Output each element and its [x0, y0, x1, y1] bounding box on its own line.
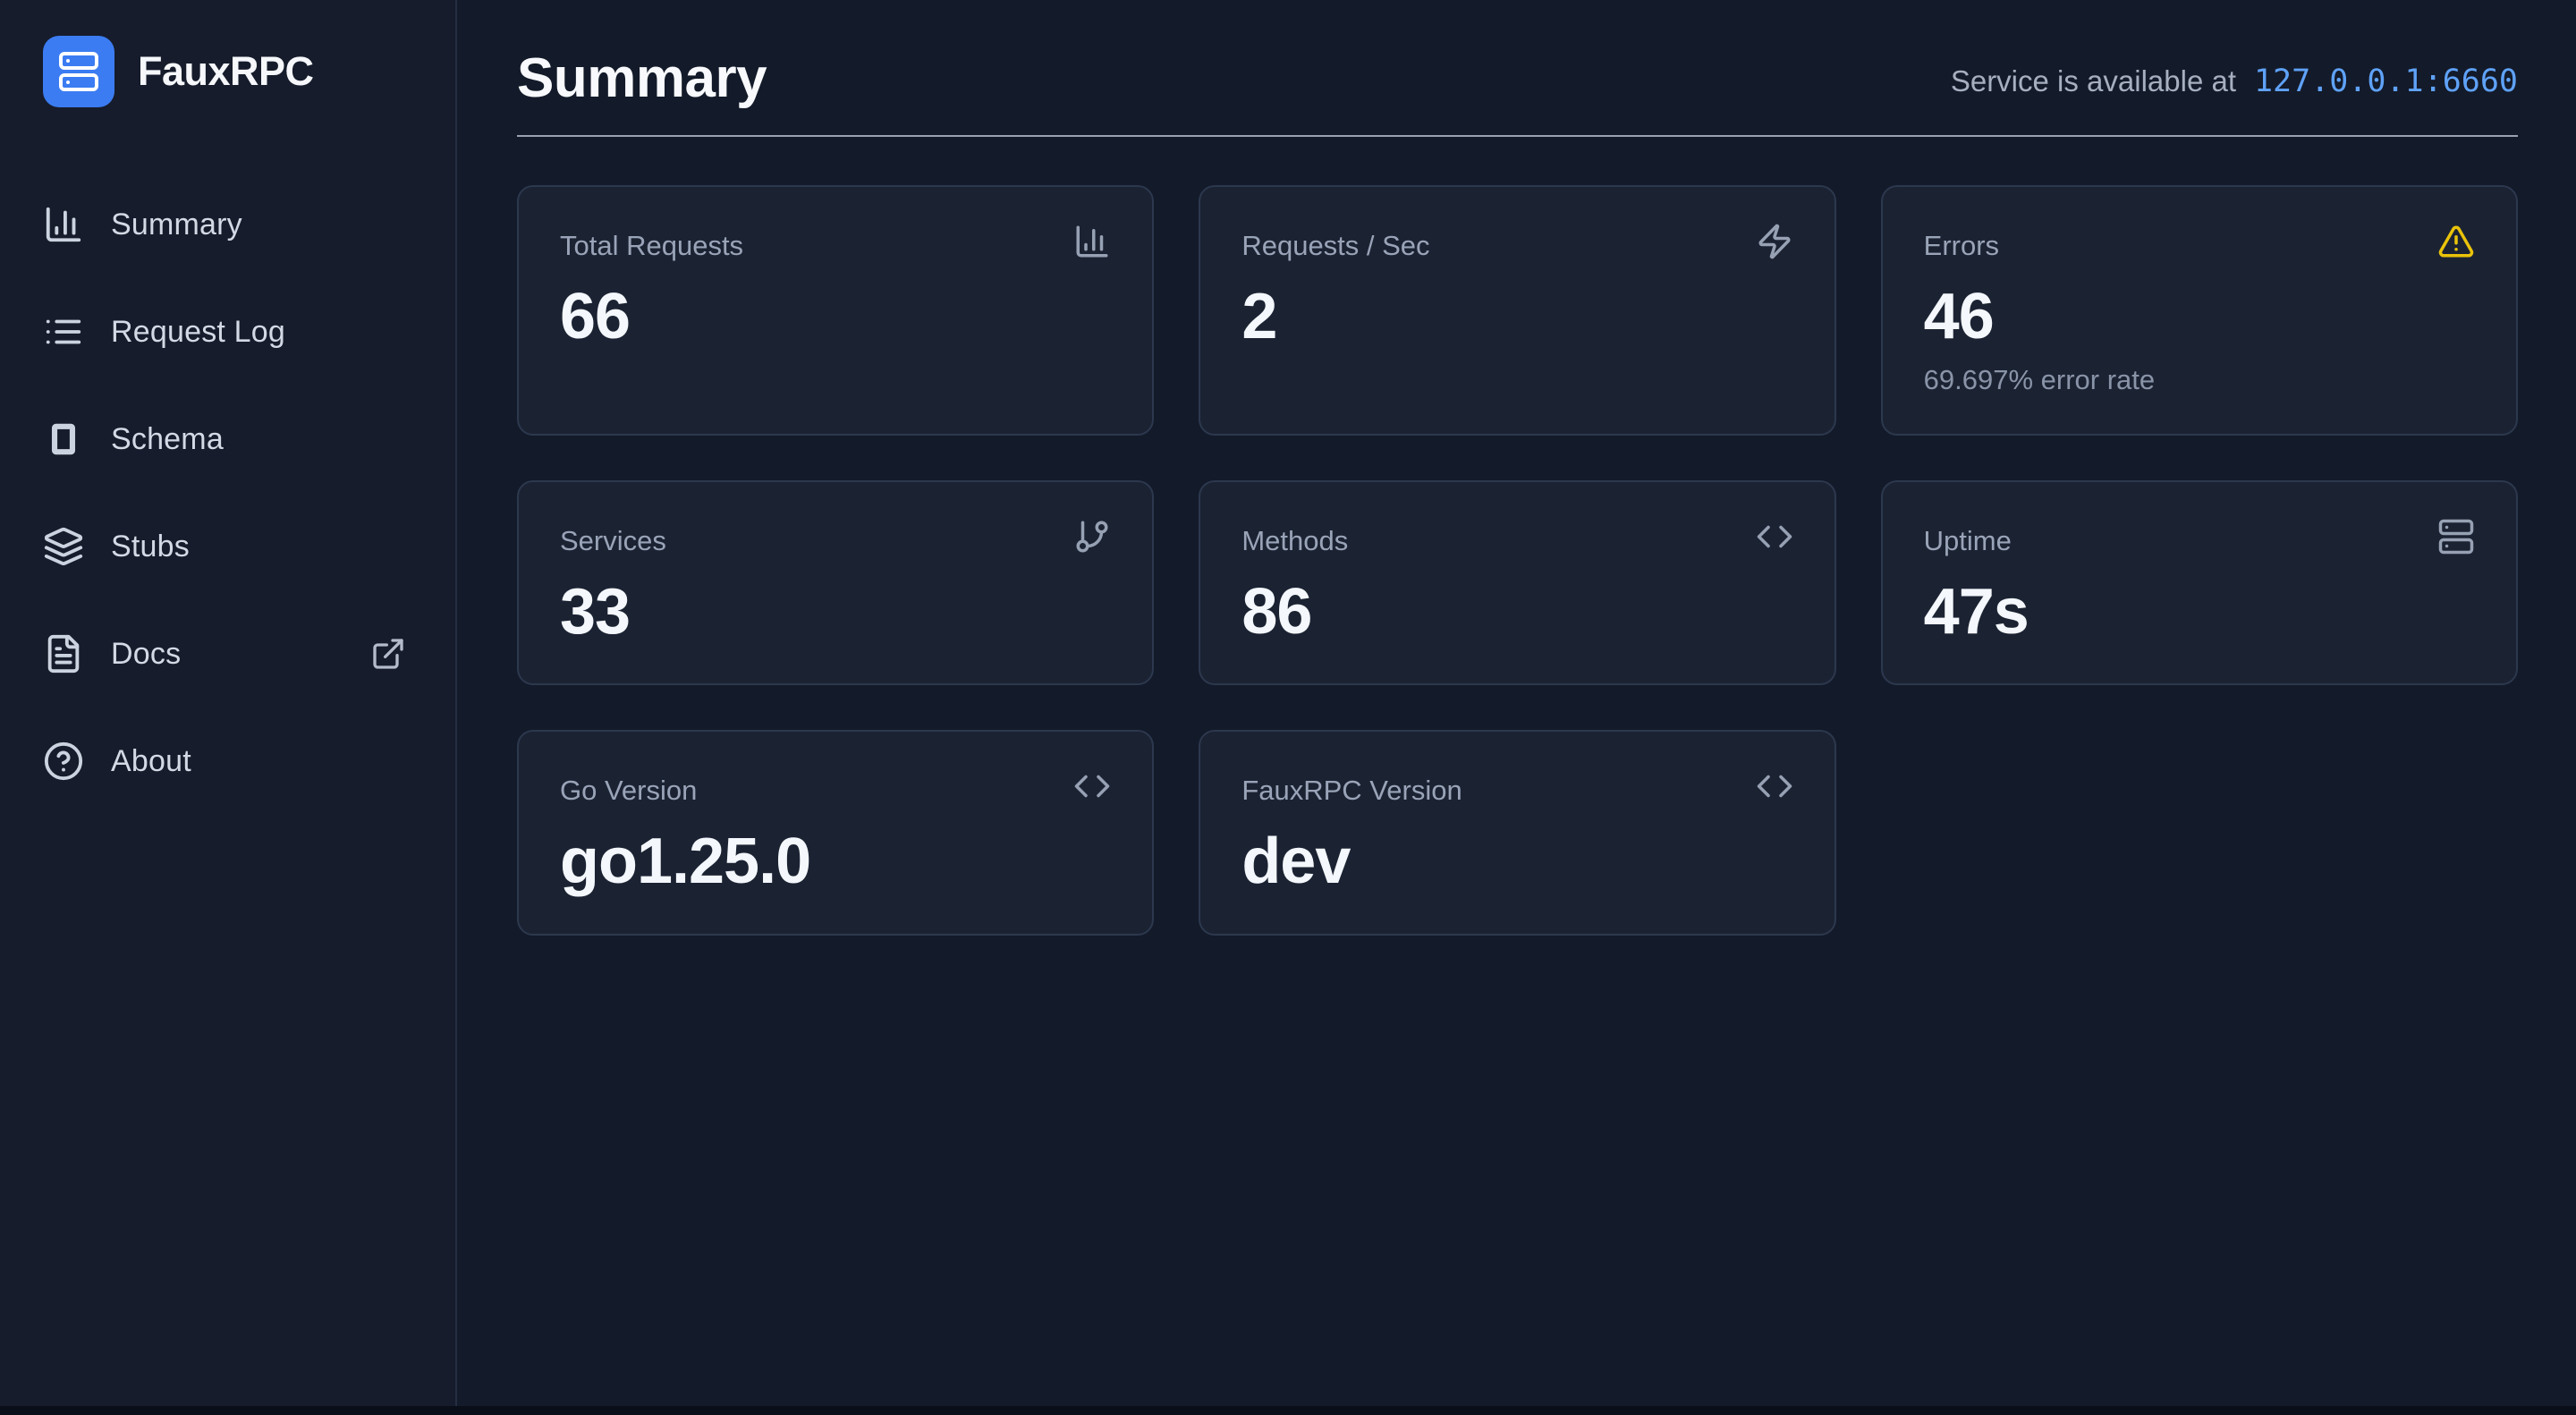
- card-methods: Methods 86: [1199, 479, 1836, 686]
- page-title: Summary: [517, 47, 767, 109]
- sidebar-item-label: Request Log: [111, 314, 286, 349]
- card-value: 46: [1923, 281, 1995, 352]
- sidebar-item-schema[interactable]: Schema: [43, 411, 406, 467]
- card-value: 47s: [1923, 575, 2029, 648]
- card-label: Total Requests: [560, 230, 744, 261]
- stats-grid: Total Requests 66 Requests / Sec 2 Error…: [517, 185, 2518, 936]
- card-fauxrpc-version: FauxRPC Version dev: [1199, 730, 1836, 936]
- sidebar-item-label: Summary: [111, 207, 242, 241]
- brand-name: FauxRPC: [138, 48, 314, 94]
- sidebar-item-label: Stubs: [111, 529, 190, 563]
- service-address-link[interactable]: 127.0.0.1:6660: [2253, 64, 2518, 99]
- sidebar-item-label: Schema: [111, 421, 224, 456]
- service-status: Service is available at 127.0.0.1:6660: [1951, 64, 2518, 110]
- card-value: 86: [1241, 575, 1312, 648]
- sidebar-item-summary[interactable]: Summary: [43, 197, 406, 252]
- card-uptime: Uptime 47s: [1880, 479, 2518, 686]
- window-bottom-edge: [0, 1406, 2576, 1415]
- fauxrpc-logo-icon: [43, 36, 114, 107]
- file-text-icon: [43, 633, 84, 674]
- card-label: Requests / Sec: [1241, 230, 1430, 261]
- card-label: Methods: [1241, 524, 1349, 556]
- zap-icon: [1756, 223, 1793, 260]
- sidebar: FauxRPC Summary Request Log Schema: [0, 0, 457, 1415]
- card-value: 33: [560, 575, 631, 648]
- frame-icon: [43, 419, 84, 460]
- server-icon: [2437, 518, 2475, 555]
- card-total-requests: Total Requests 66: [517, 185, 1155, 436]
- main-content: Summary Service is available at 127.0.0.…: [457, 0, 2576, 1415]
- card-label: Uptime: [1923, 524, 2012, 556]
- help-circle-icon: [43, 741, 84, 782]
- status-text: Service is available at: [1950, 64, 2236, 97]
- triangle-alert-icon: [2437, 223, 2475, 260]
- card-label: FauxRPC Version: [1241, 775, 1462, 807]
- code-icon: [1073, 767, 1111, 805]
- sidebar-item-stubs[interactable]: Stubs: [43, 519, 406, 574]
- sidebar-nav: Summary Request Log Schema Stubs: [43, 197, 406, 841]
- git-branch-icon: [1073, 518, 1111, 555]
- card-value: 2: [1241, 281, 1277, 352]
- sidebar-item-request-log[interactable]: Request Log: [43, 304, 406, 360]
- error-rate-subtext: 69.697% error rate: [1923, 363, 2156, 395]
- card-go-version: Go Version go1.25.0: [517, 730, 1155, 936]
- chart-column-icon: [43, 204, 84, 245]
- code-icon: [1756, 518, 1793, 555]
- code-icon: [1756, 767, 1793, 805]
- sidebar-item-about[interactable]: About: [43, 733, 406, 789]
- brand[interactable]: FauxRPC: [43, 36, 406, 107]
- page-header: Summary Service is available at 127.0.0.…: [517, 47, 2518, 137]
- card-value: 66: [560, 281, 631, 352]
- card-label: Go Version: [560, 775, 698, 807]
- external-link-icon: [370, 636, 406, 672]
- card-label: Services: [560, 524, 666, 556]
- card-value: dev: [1241, 826, 1351, 898]
- sidebar-item-label: About: [111, 743, 191, 778]
- card-value: go1.25.0: [560, 826, 811, 898]
- card-requests-per-sec: Requests / Sec 2: [1199, 185, 1836, 436]
- sidebar-item-docs[interactable]: Docs: [43, 626, 406, 682]
- card-errors: Errors 46 69.697% error rate: [1880, 185, 2518, 436]
- chart-column-icon: [1073, 223, 1111, 260]
- layers-icon: [43, 526, 84, 567]
- card-services: Services 33: [517, 479, 1155, 686]
- card-label: Errors: [1923, 230, 2000, 261]
- list-icon: [43, 311, 84, 352]
- sidebar-item-label: Docs: [111, 636, 182, 671]
